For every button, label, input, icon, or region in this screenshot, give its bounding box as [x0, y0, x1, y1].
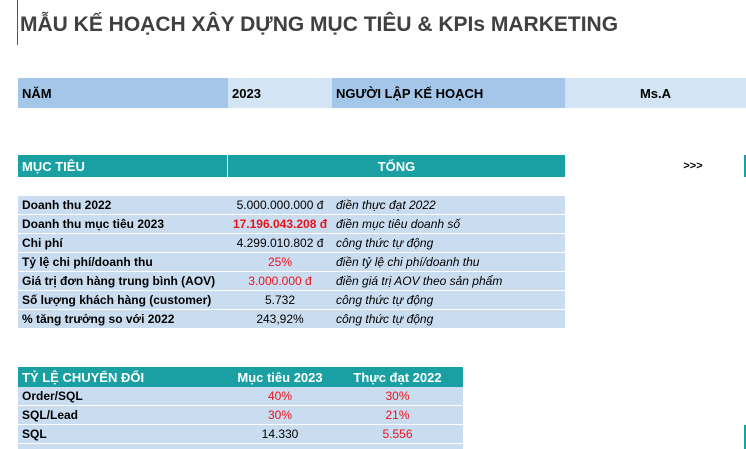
title: MẪU KẾ HOẠCH XÂY DỰNG MỤC TIÊU & KPIs MA… — [20, 13, 619, 36]
conversion-header: Mục tiêu 2023 — [228, 367, 332, 387]
planner: Ms.A — [565, 78, 746, 108]
year-label: NĂM — [18, 78, 228, 108]
goals-header: MỤC TIÊU — [18, 155, 228, 177]
conversion-header: TỶ LỆ CHUYỂN ĐỔI — [18, 367, 228, 387]
next-link[interactable]: >>> — [683, 160, 703, 172]
conversion-value: 30% — [332, 387, 463, 406]
goal-label: Chi phí — [18, 234, 228, 253]
goals-header: TỔNG — [228, 155, 565, 177]
goal-note: điền mục tiêu doanh số — [332, 215, 565, 234]
goal-note: công thức tự động — [332, 291, 565, 310]
conversion-value: 14.330 — [228, 425, 332, 444]
goal-label: Giá trị đơn hàng trung bình (AOV) — [18, 272, 228, 291]
goal-note: điền giá trị AOV theo sản phẩm — [332, 272, 565, 291]
planner-label: NGƯỜI LẬP KẾ HOẠCH — [332, 78, 565, 108]
goal-value: 4.299.010.802 đ — [228, 234, 332, 253]
goal-note: công thức tự động — [332, 234, 565, 253]
cell-cursor — [17, 0, 18, 45]
conversion-value: 30% — [228, 406, 332, 425]
edge — [744, 155, 746, 177]
goal-note: điền thực đạt 2022 — [332, 196, 565, 215]
partial-row — [18, 444, 463, 449]
edge — [744, 425, 746, 449]
goal-value: 3.000.000 đ — [228, 272, 332, 291]
goal-note: điền tỷ lệ chi phí/doanh thu — [332, 253, 565, 272]
goal-value: 25% — [228, 253, 332, 272]
conversion-label: Order/SQL — [18, 387, 228, 406]
conversion-label: SQL/Lead — [18, 406, 228, 425]
conversion-value: 21% — [332, 406, 463, 425]
goal-value: 243,92% — [228, 310, 332, 329]
goal-value: 5.000.000.000 đ — [228, 196, 332, 215]
goal-label: Số lượng khách hàng (customer) — [18, 291, 228, 310]
goal-value: 5.732 — [228, 291, 332, 310]
goal-label: Doanh thu mục tiêu 2023 — [18, 215, 228, 234]
goal-note: công thức tự động — [332, 310, 565, 329]
goal-label: Tỷ lệ chi phí/doanh thu — [18, 253, 228, 272]
conversion-header: Thực đạt 2022 — [332, 367, 463, 387]
goal-value: 17.196.043.208 đ — [228, 215, 332, 234]
conversion-value: 40% — [228, 387, 332, 406]
conversion-value: 5.556 — [332, 425, 463, 444]
year: 2023 — [228, 78, 332, 108]
goal-label: Doanh thu 2022 — [18, 196, 228, 215]
conversion-label: SQL — [18, 425, 228, 444]
goal-label: % tăng trưởng so với 2022 — [18, 310, 228, 329]
